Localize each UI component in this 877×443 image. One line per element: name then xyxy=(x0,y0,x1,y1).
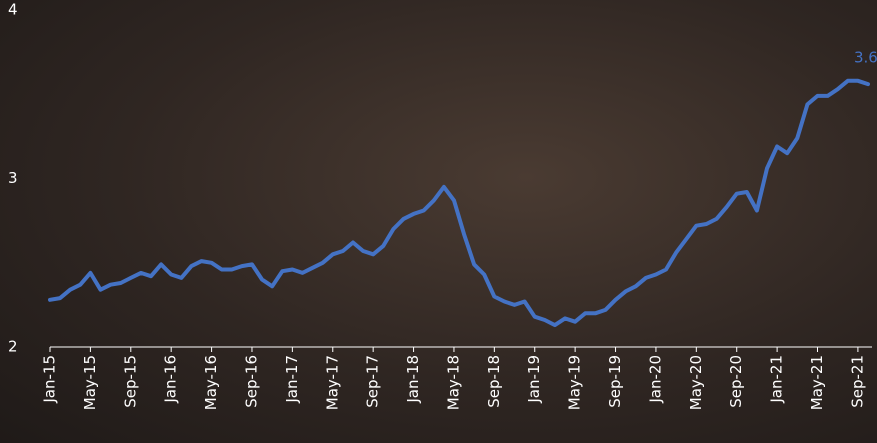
x-tick-label: May-21 xyxy=(808,355,826,410)
x-tick-label: Sep-21 xyxy=(848,355,866,408)
x-tick-label: May-20 xyxy=(687,355,705,410)
y-tick-label: 3 xyxy=(8,169,18,187)
data-line xyxy=(48,78,870,328)
x-tick-label: Sep-20 xyxy=(727,355,745,408)
x-tick-label: Sep-18 xyxy=(485,355,503,408)
x-tick-label: Sep-16 xyxy=(242,355,260,408)
x-tick-label: May-15 xyxy=(81,355,99,410)
x-tick-label: Jan-21 xyxy=(768,355,786,404)
x-tick-label: Sep-19 xyxy=(606,355,624,408)
x-tick-label: May-19 xyxy=(566,355,584,410)
x-tick-label: Sep-17 xyxy=(364,355,382,408)
y-tick-label: 2 xyxy=(8,338,18,356)
x-tick-label: Sep-15 xyxy=(121,355,139,408)
x-tick-label: Jan-17 xyxy=(283,355,301,404)
value-label: 3.6 xyxy=(854,49,877,67)
x-tick-label: May-17 xyxy=(323,355,341,410)
x-tick-label: Jan-19 xyxy=(525,355,543,404)
x-tick-label: Jan-15 xyxy=(41,355,59,404)
x-tick-label: Jan-20 xyxy=(646,355,664,404)
x-tick-label: May-16 xyxy=(202,355,220,410)
x-tick-label: Jan-18 xyxy=(404,355,422,404)
x-tick-label: May-18 xyxy=(444,355,462,410)
x-tick-label: Jan-16 xyxy=(162,355,180,404)
y-tick-label: 4 xyxy=(8,1,18,19)
